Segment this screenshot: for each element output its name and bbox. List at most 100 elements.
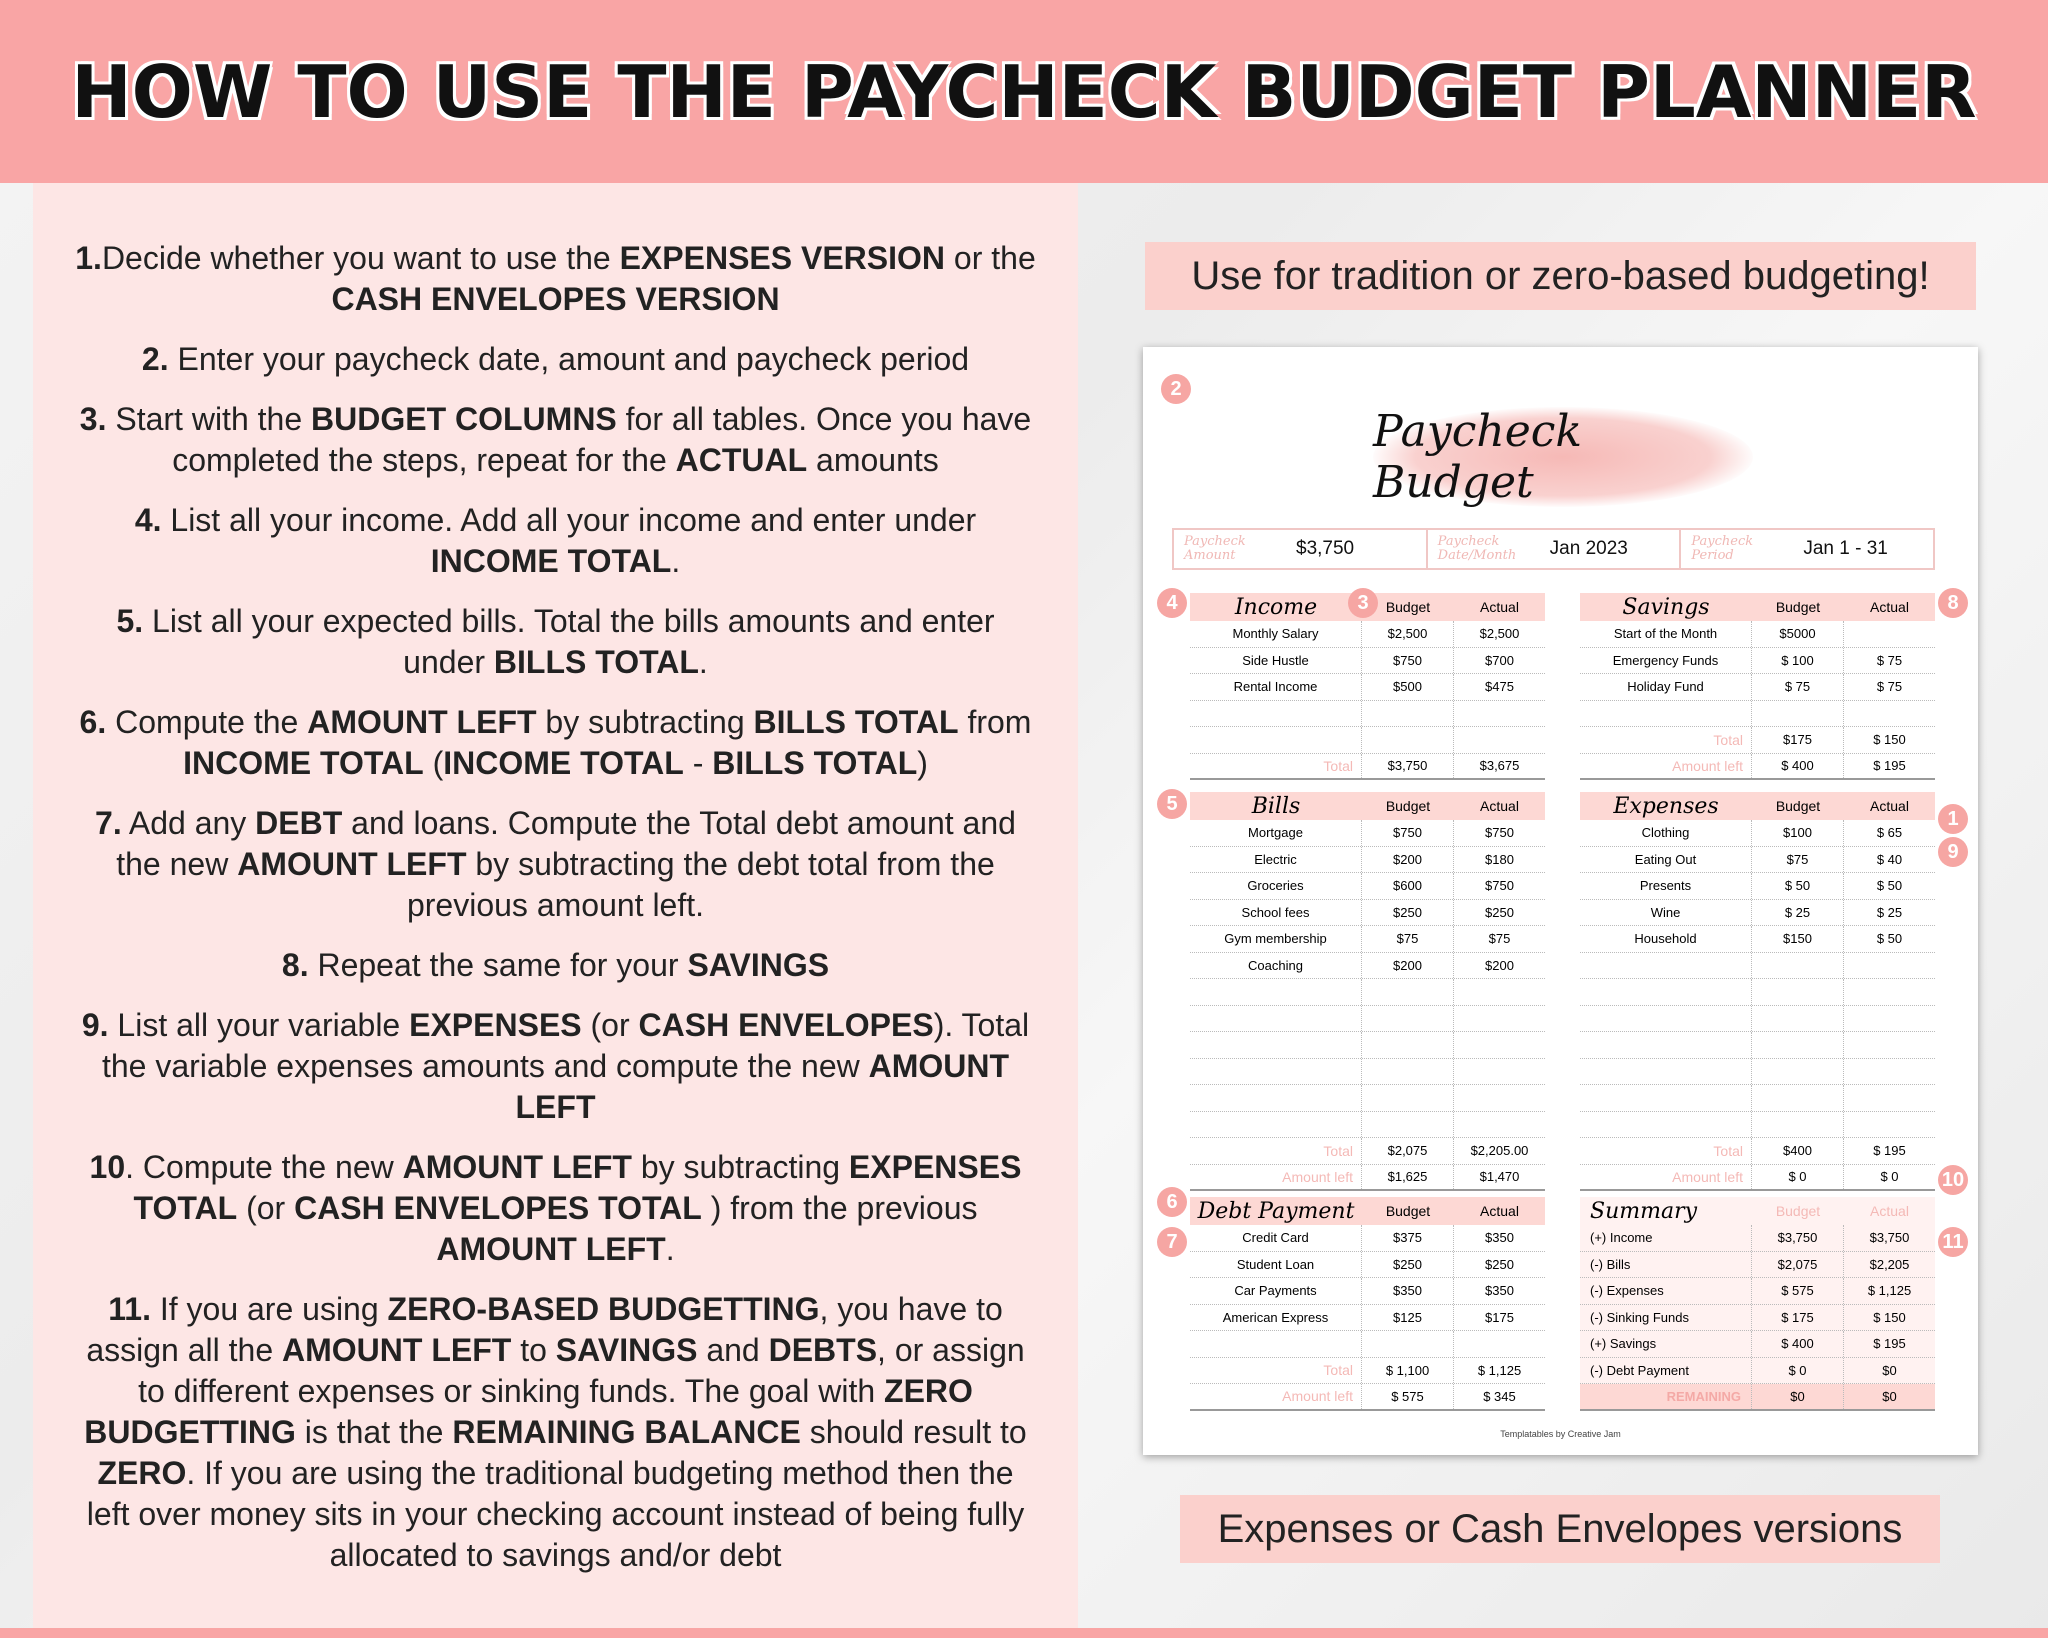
table-row	[1580, 1032, 1935, 1059]
step-text: Start with the	[106, 401, 311, 437]
step-bold: INCOME TOTAL	[430, 543, 672, 579]
cell	[1844, 1059, 1935, 1085]
cell: $ 50	[1876, 878, 1903, 894]
table-row	[1580, 1058, 1935, 1085]
expenses-table: Expenses Budget Actual Clothing $100 $ 65 Eati…	[1580, 792, 1935, 1191]
header-field[interactable]: Paycheck Date/Month Jan 2023	[1428, 530, 1682, 568]
cell: Debt Payment	[1197, 1198, 1355, 1224]
cell: $475	[1485, 679, 1514, 695]
cell: Actual	[1480, 798, 1519, 814]
header-field[interactable]: Paycheck Period Jan 1 - 31	[1681, 530, 1933, 568]
header-label: Paycheck Amount	[1184, 534, 1246, 563]
cell: Actual	[1480, 599, 1519, 615]
cell: Total	[1190, 1357, 1362, 1383]
table-row: Holiday Fund $ 75 $ 75	[1580, 674, 1935, 701]
cell	[1752, 1058, 1844, 1084]
step-text: .	[698, 644, 708, 680]
cell: Rental Income	[1190, 674, 1362, 700]
cell	[1580, 1032, 1752, 1058]
step-bold: 4.	[134, 502, 162, 538]
step-badge-11: 11	[1938, 1227, 1968, 1257]
step-7: 7. Add any DEBT and loans. Compute the T…	[73, 803, 1038, 926]
step-text: . If you are using the traditional budge…	[86, 1455, 1025, 1573]
table-row	[1190, 1032, 1545, 1059]
cell	[1190, 979, 1362, 1005]
cell: $350	[1362, 1278, 1454, 1304]
cell: $3,750	[1752, 1225, 1844, 1251]
cell: $250	[1485, 1256, 1514, 1272]
cell: Bills	[1251, 793, 1301, 819]
cell	[1190, 1032, 1362, 1058]
cell: $ 75	[1876, 652, 1903, 668]
step-bold: 5.	[116, 603, 144, 639]
cell: Summary	[1590, 1198, 1698, 1224]
cell	[1844, 979, 1935, 1005]
cell	[1362, 727, 1454, 753]
tag-top: Use for tradition or zero-based budgetin…	[1145, 242, 1976, 310]
cell: Actual	[1870, 1203, 1909, 1219]
page-title: HOW TO USE THE PAYCHECK BUDGET PLANNER	[71, 49, 1977, 134]
cell	[1752, 1005, 1844, 1031]
cell	[1362, 1058, 1454, 1084]
step-2: 2. Enter your paycheck date, amount and …	[73, 339, 1038, 380]
cell: $200	[1485, 957, 1514, 973]
table-row: School fees $250 $250	[1190, 899, 1545, 926]
step-badge-5: 5	[1157, 789, 1187, 819]
cell: $1,625	[1362, 1164, 1454, 1189]
table-row	[1580, 979, 1935, 1006]
cell	[1580, 700, 1752, 726]
header-value: $3,750	[1296, 538, 1355, 559]
step-text: is that the	[295, 1414, 453, 1450]
cell: Expenses	[1613, 793, 1719, 819]
step-badge-6: 6	[1157, 1187, 1187, 1217]
step-text: should result to	[800, 1414, 1027, 1450]
cell: Mortgage	[1190, 820, 1362, 846]
step-bold: 1.	[75, 240, 102, 276]
step-bold: AMOUNT LEFT	[436, 1231, 666, 1267]
table-row	[1580, 1085, 1935, 1112]
step-bold: ZERO-BASED BUDGETTING	[387, 1291, 820, 1327]
table-row: Start of the Month $5000	[1580, 621, 1935, 648]
cell: $1,470	[1479, 1169, 1520, 1185]
step-bold: CASH ENVELOPES	[638, 1007, 934, 1043]
step-text: by subtracting	[536, 704, 754, 740]
cell: $750	[1362, 820, 1454, 846]
step-text: Enter your paycheck date, amount and pay…	[168, 341, 970, 377]
step-bold: ZERO BUDGETTING	[84, 1373, 973, 1450]
cell: $ 400	[1752, 753, 1844, 778]
instructions-panel: 1.Decide whether you want to use the EXP…	[33, 183, 1078, 1630]
step-text: List all your income. Add all your incom…	[161, 502, 977, 538]
cell: (-) Bills	[1580, 1251, 1752, 1277]
step-badge-3: 3	[1348, 588, 1378, 618]
cell: $ 400	[1752, 1331, 1844, 1357]
cell: $750	[1485, 825, 1514, 841]
header-field[interactable]: Paycheck Amount $3,750	[1174, 530, 1428, 568]
bills-header: Bills Budget Actual	[1190, 792, 1545, 820]
step-text: , or assign to different expenses or sin…	[138, 1332, 1025, 1409]
cell	[1752, 1111, 1844, 1137]
cell	[1454, 1006, 1545, 1032]
step-bold: SAVINGS	[687, 947, 830, 983]
cell: (-) Sinking Funds	[1580, 1304, 1752, 1330]
cell: $3,675	[1479, 758, 1520, 774]
cell: $600	[1362, 873, 1454, 899]
cell: $ 1,125	[1477, 1362, 1522, 1378]
step-bold: AMOUNT LEFT	[515, 1048, 1010, 1125]
cell: $ 25	[1752, 899, 1844, 925]
step-11: 11. If you are using ZERO-BASED BUDGETTI…	[73, 1289, 1038, 1576]
cell	[1190, 1111, 1362, 1137]
amount-left-row: Amount left $ 400 $ 195	[1580, 753, 1935, 780]
cell: $125	[1362, 1304, 1454, 1330]
cell: $ 345	[1483, 1388, 1516, 1404]
table-row: Presents $ 50 $ 50	[1580, 873, 1935, 900]
cell: Car Payments	[1190, 1278, 1362, 1304]
step-text: List all your expected bills. Total the …	[143, 603, 995, 680]
cell: $ 150	[1873, 732, 1906, 748]
table-row: (-) Bills $2,075 $2,205	[1580, 1251, 1935, 1278]
cell: $ 100	[1752, 647, 1844, 673]
debt-header: Debt Payment Budget Actual	[1190, 1197, 1545, 1225]
cell: $3,750	[1362, 753, 1454, 778]
step-text: and	[697, 1332, 769, 1368]
cell: $750	[1362, 647, 1454, 673]
step-badge-9: 9	[1938, 837, 1968, 867]
